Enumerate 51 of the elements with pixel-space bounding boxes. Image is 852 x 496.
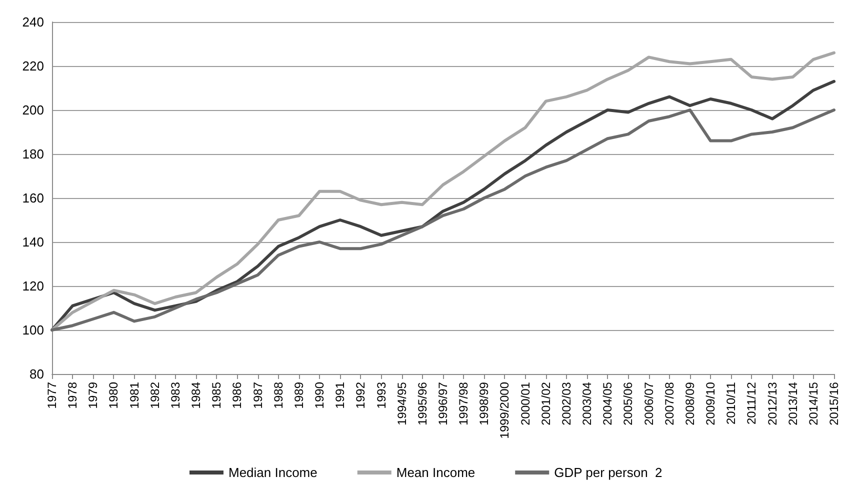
y-tick-label: 100 <box>22 322 44 338</box>
x-tick-label: 1990 <box>312 382 327 409</box>
x-tick-label: 2014/15 <box>806 382 820 426</box>
x-tick-label: 1996/97 <box>436 382 450 426</box>
x-tick-label: 2000/01 <box>518 382 532 426</box>
x-tick-label: 1991 <box>333 382 348 409</box>
x-tick-label: 1982 <box>148 382 162 409</box>
x-tick-label: 2007/08 <box>662 382 676 426</box>
x-tick-label: 2013/14 <box>786 382 800 426</box>
x-tick-label: 2012/13 <box>765 382 780 426</box>
x-tick-label: 1986 <box>230 382 244 409</box>
x-tick-label: 1998/99 <box>477 382 492 426</box>
x-tick-label: 1997/98 <box>456 382 471 426</box>
x-tick-label: 1993 <box>374 382 388 409</box>
x-tick-label: 1985 <box>210 382 224 409</box>
legend-label: Median Income <box>228 465 318 480</box>
x-tick-label: 2008/09 <box>682 382 697 426</box>
y-tick-label: 180 <box>22 146 44 162</box>
x-tick-label: 1979 <box>86 382 100 409</box>
y-tick-label: 240 <box>22 14 44 30</box>
x-tick-label: 1980 <box>106 382 121 409</box>
x-tick-label: 2015/16 <box>827 382 841 426</box>
y-tick-label: 220 <box>22 58 44 74</box>
x-tick-label: 1989 <box>292 382 306 409</box>
y-tick-label: 200 <box>22 102 44 118</box>
x-tick-label: 1999/2000 <box>498 382 512 439</box>
x-tick-label: 1984 <box>189 382 204 409</box>
x-tick-label: 2009/10 <box>704 382 718 426</box>
x-tick-label: 2010/11 <box>724 382 738 424</box>
x-tick-label: 2001/02 <box>538 382 553 426</box>
x-tick-label: 1994/95 <box>394 382 409 426</box>
y-tick-label: 140 <box>22 234 44 250</box>
legend-label: GDP per person 2 <box>554 465 662 480</box>
x-tick-label: 2005/06 <box>621 382 636 426</box>
x-tick-label: 2011/12 <box>744 382 759 424</box>
y-tick-label: 80 <box>30 366 44 382</box>
x-tick-label: 2002/03 <box>559 382 574 426</box>
x-tick-label: 1977 <box>45 382 59 409</box>
legend-label: Mean Income <box>396 465 476 480</box>
x-tick-label: 1988 <box>271 382 286 409</box>
x-tick-label: 2006/07 <box>642 382 656 426</box>
x-tick-label: 1978 <box>66 382 80 409</box>
y-tick-label: 120 <box>22 278 44 294</box>
y-tick-label: 160 <box>22 190 44 206</box>
x-tick-label: 2004/05 <box>600 382 615 426</box>
x-tick-label: 1992 <box>354 382 368 409</box>
x-tick-label: 1981 <box>127 382 142 409</box>
x-tick-label: 1995/96 <box>415 382 430 426</box>
x-tick-label: 1987 <box>250 382 265 409</box>
x-tick-label: 1983 <box>168 382 182 409</box>
x-tick-label: 2003/04 <box>580 382 594 426</box>
